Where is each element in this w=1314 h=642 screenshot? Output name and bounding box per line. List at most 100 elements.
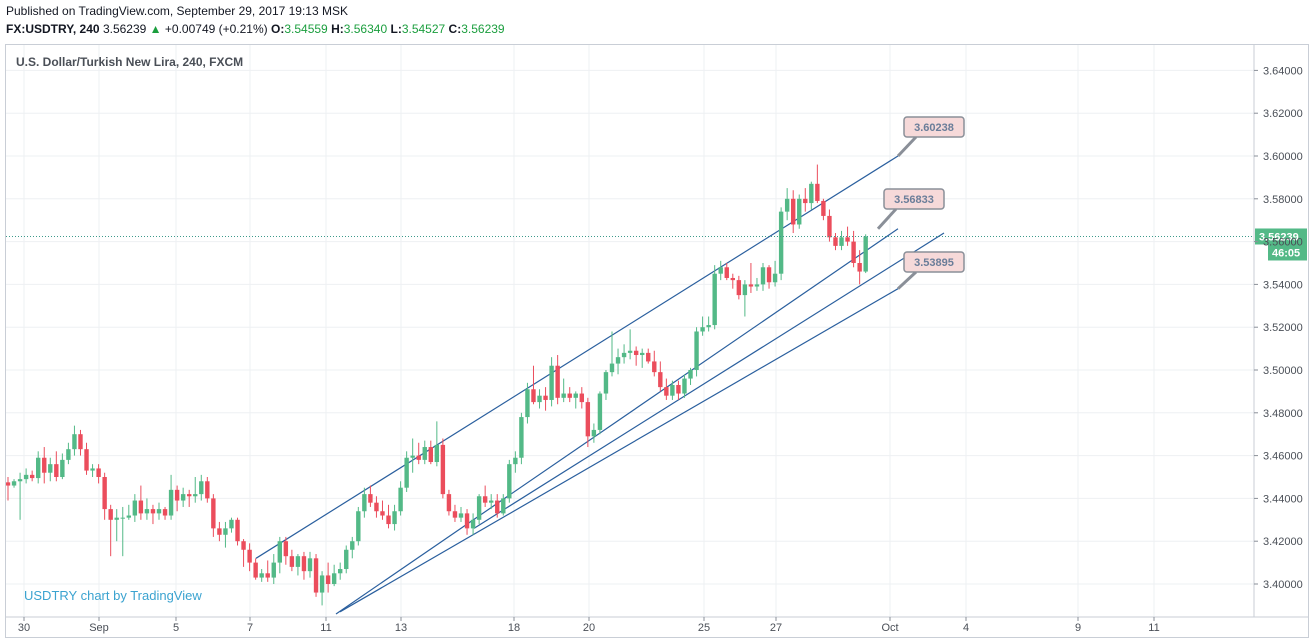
chart-title: U.S. Dollar/Turkish New Lira, 240, FXCM [16,55,243,69]
price-tick-label: 3.62000 [1263,108,1303,120]
time-tick-label: Sep [89,622,109,634]
candle [5,477,11,501]
candle-body [5,482,11,486]
candle-body [621,352,627,358]
candle [609,331,615,377]
candle [162,506,168,520]
price-axis: 3.40000 3.42000 3.44000 3.46000 3.48000 3.500… [1253,45,1303,617]
candle-body [205,481,210,499]
candle-body [670,384,675,396]
candle [350,536,355,559]
candle [682,374,687,398]
candle-body [489,500,494,503]
candle [464,509,470,535]
candle [368,485,373,507]
candle-body [11,481,17,486]
last-price-badge-label: 3.56239 [1259,231,1299,243]
candle-body [712,273,717,326]
price-chart[interactable]: 3.56239 46:05 3.60238 3.56833 3.53895 3.400… [5,45,1308,637]
time-tick-label: Oct [881,622,898,634]
callout-label: 3.60238 [914,122,954,134]
candle-body [398,487,403,512]
candle-body [102,477,107,510]
candle-body [96,468,101,477]
candle-body [319,575,325,593]
published-note: Published on TradingView.com, September … [6,4,348,18]
candle-body [84,449,89,471]
candle-body [615,357,621,364]
candle [422,440,427,465]
open-label: O: [271,22,285,36]
candle-body [815,183,820,201]
candle [168,474,174,520]
candle-body [54,464,59,477]
close-value: 3.56239 [461,22,505,36]
price-tick-label: 3.50000 [1263,365,1303,377]
time-tick-label: 20 [583,622,595,634]
candle-body [772,273,778,283]
candle-body [217,528,222,535]
channel-line [339,288,899,613]
candle [803,188,808,212]
candle-body [845,237,850,242]
candle-body [416,455,421,460]
candle [241,539,246,567]
time-tick-label: 9 [1075,622,1081,634]
candle [501,494,506,516]
candle-body [338,569,343,574]
symbol-label[interactable]: FX:USDTRY, 240 [6,22,100,36]
candle [658,361,663,392]
candle-body [513,457,518,465]
time-tick-label: 30 [18,622,30,634]
candle [766,265,772,289]
candle [265,560,270,582]
candle [392,504,397,531]
candle [362,487,367,518]
candle [344,545,349,574]
price-tick-label: 3.60000 [1263,151,1303,163]
candle [42,447,47,484]
candle [591,423,597,443]
candle [29,470,35,482]
callout-pointer [876,207,898,230]
candle [211,494,216,537]
open-value: 3.54559 [284,22,328,36]
candle [199,474,204,501]
candle [36,451,41,484]
candle-body [374,502,379,512]
candle [621,344,627,364]
candle-body [851,241,856,263]
candle [537,389,542,409]
candle [271,554,276,584]
price-tick-label: 3.42000 [1263,536,1303,548]
candle [845,226,850,246]
candle [60,453,65,480]
candle [120,506,125,557]
candle-body [470,519,476,529]
time-tick-label: 18 [508,622,520,634]
candle [652,350,657,377]
close-label: C: [448,22,462,36]
candle-body [567,393,572,398]
time-tick-label: 13 [395,622,407,634]
chart-frame[interactable]: 3.56239 46:05 3.60238 3.56833 3.53895 3.400… [5,44,1309,638]
candle [17,472,23,520]
chart-grid [6,45,1254,617]
candle [640,348,645,368]
candle-body [138,500,144,514]
candle [482,485,488,507]
candle-body [495,500,500,514]
candle [579,387,584,409]
candle-body [688,370,693,379]
candle-body [168,489,174,516]
candle-body [29,474,35,479]
candle [108,504,113,557]
candle [253,558,258,580]
price-tick-label: 3.58000 [1263,194,1303,206]
candle [277,536,282,574]
candle [66,442,71,465]
last-price-badge [1255,228,1307,245]
candle [174,485,180,512]
candle-body [646,352,651,362]
candle-body [476,496,482,520]
